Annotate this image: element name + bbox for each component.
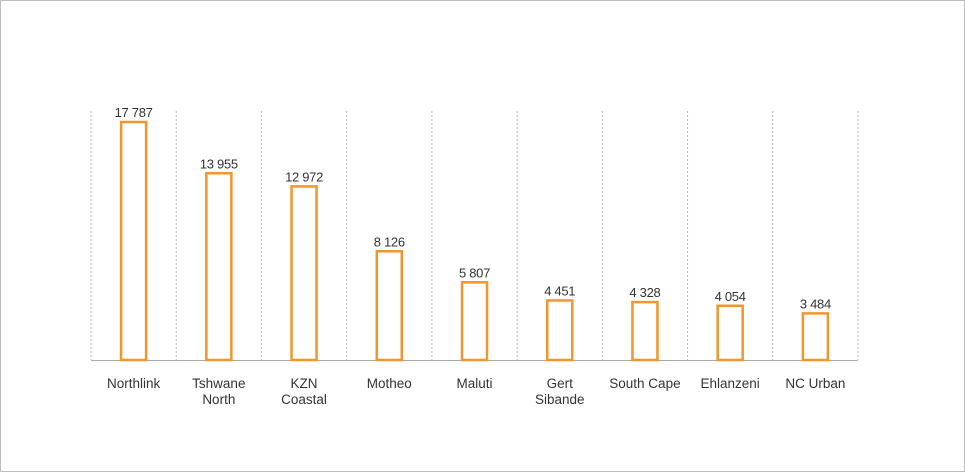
data-label: 12 972	[285, 169, 323, 184]
bar	[375, 250, 404, 362]
category-label: Ehlanzeni	[701, 376, 760, 391]
data-label: 5 807	[459, 265, 490, 280]
data-label: 8 126	[374, 234, 405, 249]
data-label: 17 787	[115, 105, 153, 120]
data-label: 4 328	[629, 285, 660, 300]
data-label: 4 451	[544, 283, 575, 298]
bar	[801, 312, 830, 362]
category-label: Maluti	[456, 376, 492, 391]
bar	[631, 300, 659, 362]
category-label: Gert Sibande	[535, 376, 585, 407]
data-label: 13 955	[200, 156, 238, 171]
data-label: 3 484	[800, 296, 831, 311]
category-label: Northlink	[107, 376, 161, 391]
category-label: South Cape	[609, 376, 680, 391]
value-labels: 17 787 13 955 12 972 8 126 5 807 4 451 4 328 4 …	[115, 105, 832, 311]
bar	[119, 120, 148, 362]
category-label: Motheo	[367, 376, 412, 391]
bar	[716, 304, 744, 362]
category-label: NC Urban	[785, 376, 845, 391]
category-label: KZN Coastal	[281, 376, 327, 407]
grid-lines	[90, 111, 859, 360]
bar	[460, 281, 489, 362]
bars	[119, 120, 830, 362]
category-label: Tshwane North	[192, 376, 245, 407]
category-labels: Northlink Tshwane North KZN Coastal Motheo Mal…	[107, 376, 845, 407]
bar	[205, 172, 233, 362]
bar	[545, 299, 574, 362]
bar	[290, 185, 318, 362]
data-label: 4 054	[715, 289, 746, 304]
